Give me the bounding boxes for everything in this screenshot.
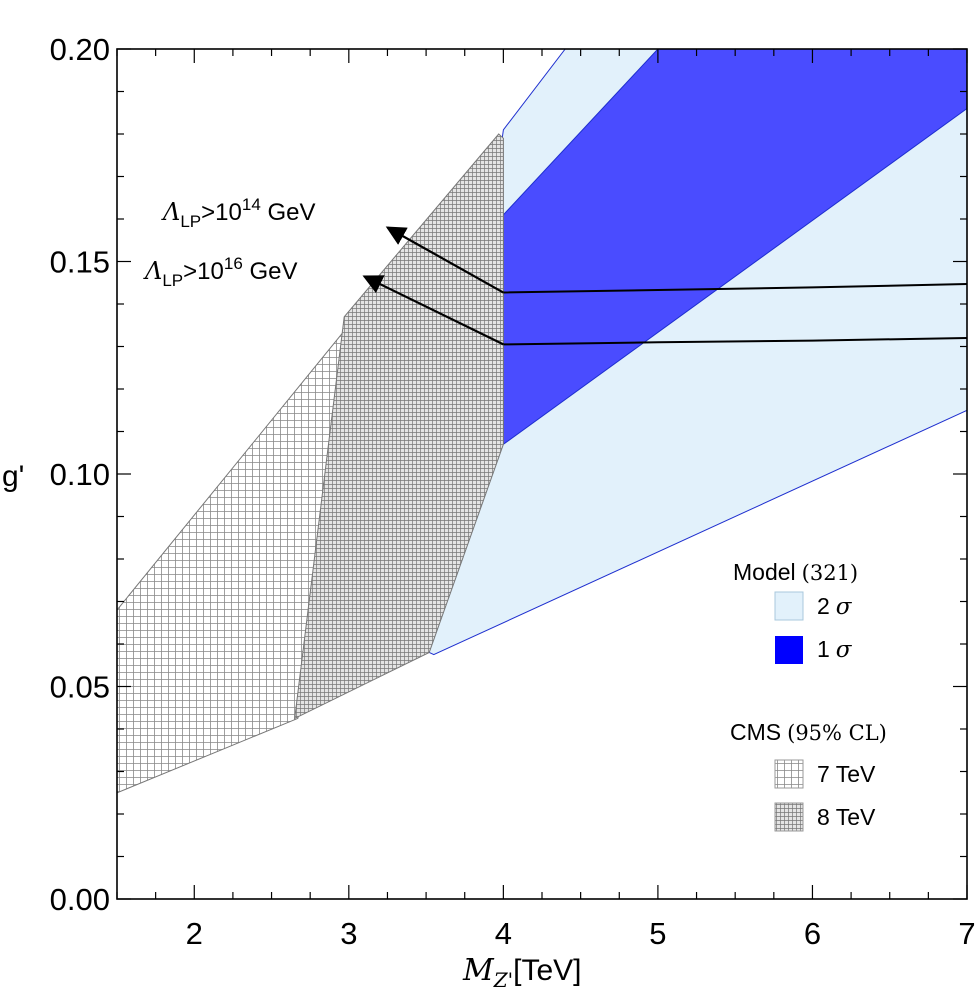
x-tick-label: 4	[495, 916, 512, 951]
x-tick-label: 7	[958, 916, 975, 951]
y-tick-label: 0.05	[50, 670, 110, 705]
plot-regions	[117, 49, 967, 794]
x-tick-label: 6	[804, 916, 821, 951]
legend-title-model: Model (321)	[733, 559, 858, 585]
x-axis-title: MZ'[TeV]	[462, 953, 582, 990]
legend-label-1sigma-num: 1	[817, 636, 830, 662]
x-tick-label: 2	[186, 916, 203, 951]
legend-label-1sigma-sym: σ	[836, 637, 853, 663]
x-tick-labels: 2 3 4 5 6 7	[186, 916, 976, 951]
arrow-lp16	[362, 275, 504, 346]
region-cms-8tev	[294, 133, 504, 720]
legend-title-cms: CMS (95% CL)	[730, 719, 887, 745]
legend-title-cms-note: (95% CL)	[787, 721, 887, 745]
line-lp16	[503, 337, 967, 346]
annotation-lp16-unit: GeV	[243, 258, 298, 285]
x-axis-title-unit: [TeV]	[513, 954, 581, 987]
y-tick-label: 0.10	[50, 457, 110, 492]
annotation-lp16-op: >10	[183, 258, 224, 285]
y-tick-label: 0.00	[50, 882, 110, 917]
annotation-lp14-base: Λ	[161, 198, 180, 226]
legend-swatch-8tev	[774, 802, 804, 832]
x-axis-title-sub: Z'	[493, 968, 513, 990]
annotation-lp16: ΛLP>1016 GeV	[143, 254, 297, 290]
legend-swatch-1sigma	[775, 636, 803, 664]
y-tick-label: 0.15	[50, 245, 110, 280]
line-lp14	[503, 283, 967, 294]
annotation-lp16-exp: 16	[224, 254, 243, 273]
annotation-lp14: ΛLP>1014 GeV	[161, 195, 315, 231]
constraint-lines	[503, 283, 967, 346]
legend-title-model-note: (321)	[802, 561, 858, 585]
x-tick-label: 3	[340, 916, 357, 951]
legend-title-cms-main: CMS	[730, 719, 781, 745]
annotation-lp14-sub: LP	[180, 212, 201, 231]
legend-swatch-7tev	[774, 759, 804, 789]
y-axis-title: g'	[2, 460, 24, 493]
x-axis-title-main: M	[462, 953, 495, 988]
legend-label-8tev: 8 TeV	[817, 804, 876, 830]
axis-ticks	[116, 48, 968, 900]
y-tick-label: 0.20	[50, 32, 110, 67]
legend-title-model-main: Model	[733, 559, 796, 585]
legend-label-7tev: 7 TeV	[817, 761, 876, 787]
annotation-lp16-sub: LP	[162, 271, 183, 290]
annotation-lp14-unit: GeV	[261, 199, 316, 226]
y-tick-labels: 0.00 0.05 0.10 0.15 0.20	[50, 32, 110, 917]
annotation-lp14-exp: 14	[242, 195, 261, 214]
annotation-lp16-base: Λ	[143, 257, 162, 285]
legend-label-2sigma-num: 2	[817, 593, 830, 619]
legend-label-2sigma-sym: σ	[836, 594, 853, 620]
arrow-lp14	[385, 226, 504, 294]
legend-swatch-2sigma	[774, 591, 804, 621]
annotation-lp14-op: >10	[201, 199, 242, 226]
x-tick-label: 5	[649, 916, 666, 951]
